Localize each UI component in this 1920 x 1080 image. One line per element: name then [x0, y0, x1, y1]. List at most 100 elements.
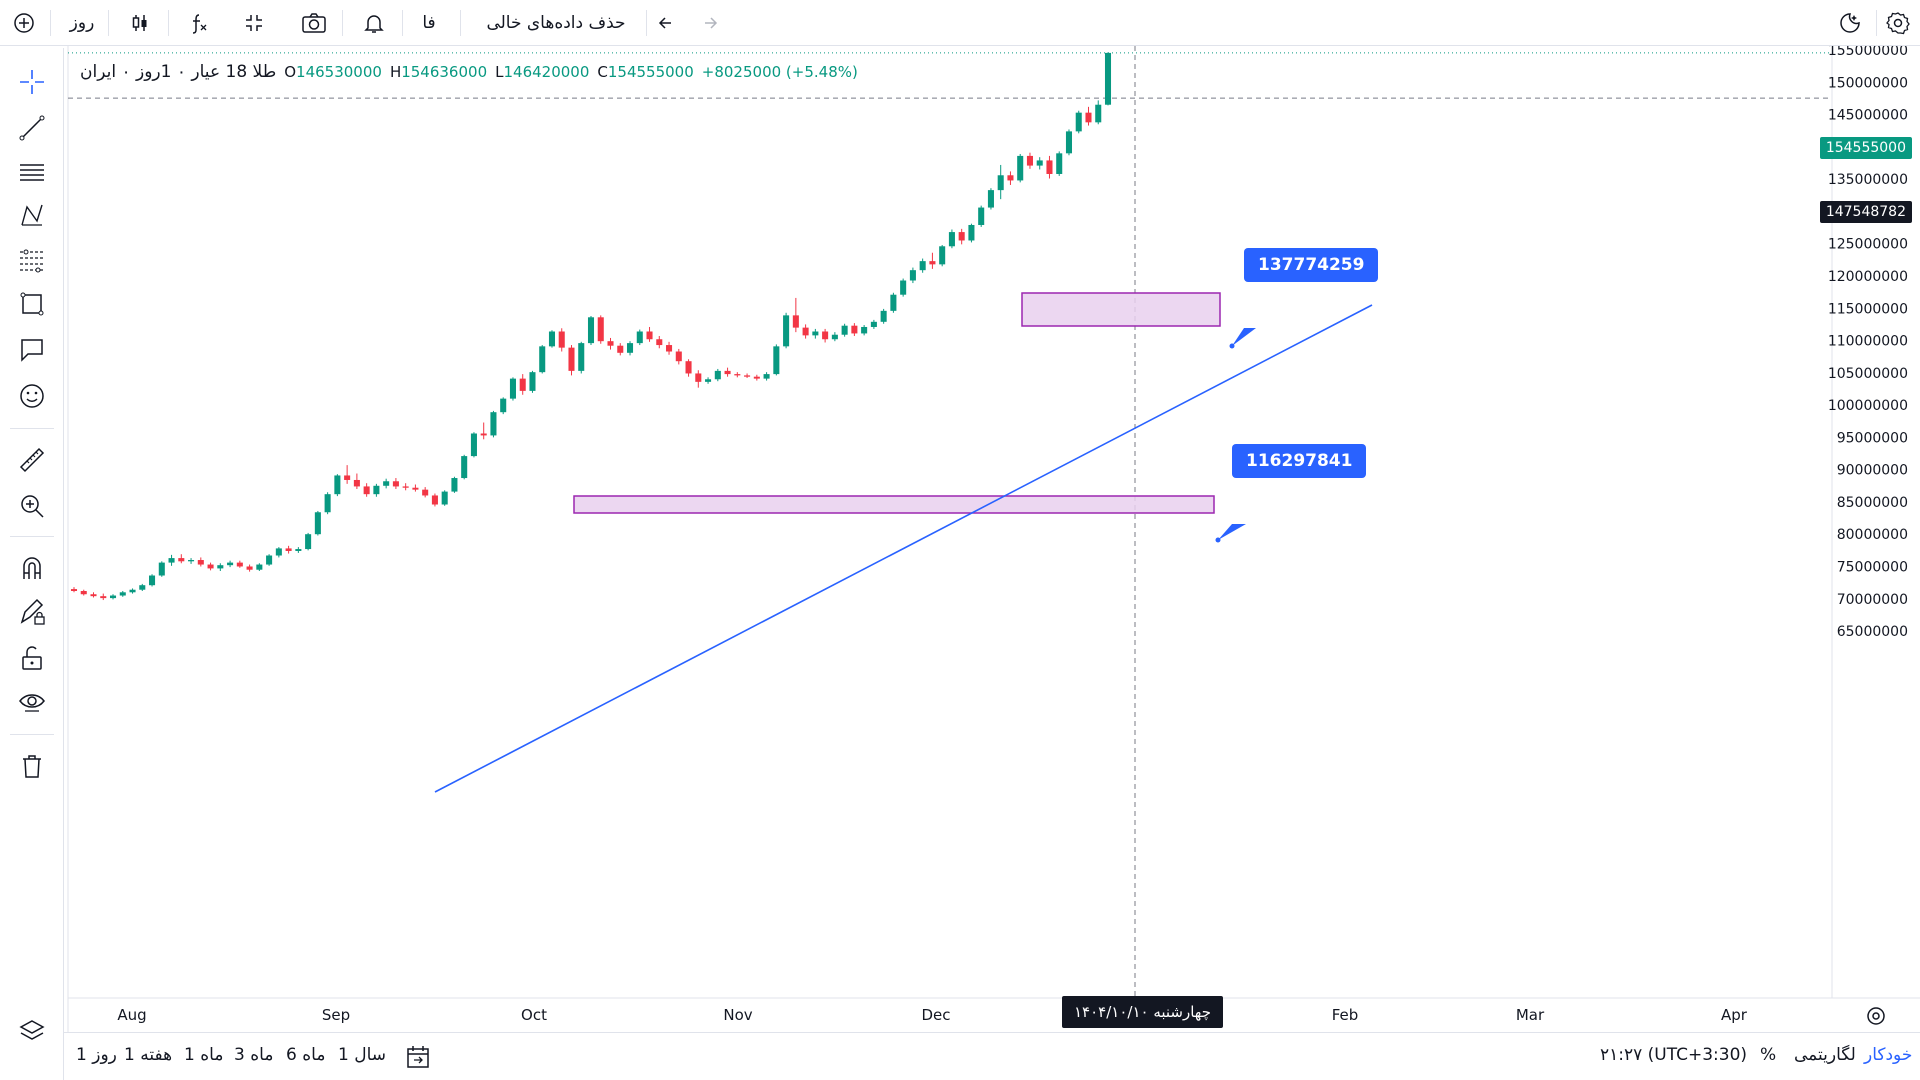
price-tick-label: 125000000 — [1828, 237, 1908, 253]
price-tick-label: 80000000 — [1837, 527, 1908, 543]
magnet-icon[interactable] — [14, 550, 50, 586]
price-tick-label: 145000000 — [1828, 108, 1908, 124]
fib-tool-icon[interactable] — [14, 242, 50, 278]
settings-gear-icon[interactable] — [1880, 7, 1916, 39]
candle-body — [529, 372, 536, 391]
time-tick-label: Sep — [322, 1006, 350, 1024]
range-1w[interactable]: 1 هفته — [124, 1045, 173, 1065]
horizontal-lines-icon[interactable] — [14, 154, 50, 190]
layers-icon[interactable] — [14, 1014, 50, 1050]
time-tick-label: Mar — [1516, 1006, 1545, 1024]
candle-body — [841, 325, 848, 335]
candle-body — [958, 232, 965, 241]
candle-body — [783, 315, 790, 347]
eye-visibility-icon[interactable] — [14, 684, 50, 720]
axis-settings-icon[interactable] — [1864, 1004, 1888, 1028]
candle-body — [617, 345, 624, 353]
camera-icon[interactable] — [296, 7, 332, 39]
crosshair-date-tag: چهارشنبه ۱۴۰۴/۱۰/۱۰ — [1062, 996, 1223, 1028]
percent-toggle[interactable]: % — [1760, 1045, 1777, 1065]
candle-body — [1007, 175, 1014, 181]
change-value: +8025000 (+5.48%) — [701, 63, 858, 81]
alert-bell-icon[interactable] — [356, 7, 392, 39]
log-scale-toggle[interactable]: لگاریتمی — [1794, 1045, 1856, 1065]
divider — [342, 10, 343, 36]
redo-icon[interactable] — [690, 7, 726, 39]
language-button[interactable]: فا — [422, 13, 436, 33]
zoom-in-icon[interactable] — [14, 488, 50, 524]
undo-icon[interactable] — [650, 7, 686, 39]
lock-drawing-icon[interactable] — [14, 594, 50, 630]
candles-icon[interactable] — [122, 7, 158, 39]
symbol-title[interactable]: طلا 18 عیار ۰ 1روز ۰ ایران — [80, 62, 277, 82]
range-3m[interactable]: 3 ماه — [234, 1045, 274, 1065]
candle-body — [353, 479, 360, 487]
range-1y[interactable]: 1 سال — [338, 1045, 387, 1065]
candle-body — [948, 232, 955, 247]
trash-icon[interactable] — [14, 748, 50, 784]
candle-body — [402, 486, 409, 488]
candle-body — [1046, 160, 1053, 174]
range-1m[interactable]: 1 ماه — [184, 1045, 224, 1065]
date-range-calendar-icon[interactable] — [404, 1043, 432, 1071]
candle-body — [412, 487, 419, 490]
candle-body — [1075, 112, 1082, 132]
emoji-icon[interactable] — [14, 378, 50, 414]
candle-body — [236, 562, 243, 567]
trend-line-icon[interactable] — [14, 110, 50, 146]
open-value: 146530000 — [296, 63, 382, 81]
candle-body — [646, 331, 653, 340]
rectangle-icon[interactable] — [14, 286, 50, 322]
upper-zone-callout[interactable]: 137774259 — [1244, 248, 1379, 282]
candle-body — [695, 373, 702, 382]
drawing-toolbar — [0, 48, 64, 1080]
fullscreen-icon[interactable] — [236, 7, 272, 39]
theme-toggle-icon[interactable] — [1832, 7, 1868, 39]
upper-consolidation-zone — [1021, 292, 1221, 327]
crosshair-icon[interactable] — [14, 64, 50, 100]
candle-body — [978, 207, 985, 225]
interval-button[interactable]: روز — [69, 13, 95, 33]
price-tick-label: 105000000 — [1828, 366, 1908, 382]
unlock-icon[interactable] — [14, 640, 50, 676]
auto-scale-toggle[interactable]: خودکار — [1864, 1045, 1913, 1065]
time-tick-label: Feb — [1332, 1006, 1359, 1024]
low-label: L — [495, 63, 504, 81]
timezone-clock[interactable]: ۲۱:۲۷ (UTC+3:30) — [1600, 1045, 1748, 1065]
candle-body — [822, 331, 829, 340]
pattern-icon[interactable] — [14, 198, 50, 234]
candle-body — [168, 558, 175, 563]
divider — [10, 428, 54, 429]
high-label: H — [389, 63, 402, 81]
candle-body — [831, 334, 838, 340]
divider — [10, 536, 54, 537]
indicators-icon[interactable] — [180, 7, 216, 39]
candle-body — [909, 270, 916, 281]
candle-body — [997, 175, 1004, 191]
price-chart[interactable]: 1650000001600000001550000001500000001450… — [0, 46, 1920, 1032]
candle-body — [666, 345, 673, 352]
crosshair-price-tag: 147548782 — [1819, 201, 1912, 223]
candle-body — [929, 261, 936, 265]
candle-body — [968, 224, 975, 241]
text-callout-icon[interactable] — [14, 332, 50, 368]
candle-body — [597, 317, 604, 342]
candle-body — [705, 379, 712, 382]
ruler-icon[interactable] — [14, 442, 50, 478]
candle-body — [714, 370, 721, 380]
candle-body — [880, 310, 887, 322]
last-price-tag: 154555000 — [1819, 137, 1912, 159]
candle-body — [1104, 52, 1112, 105]
range-6m[interactable]: 6 ماه — [286, 1045, 326, 1065]
candle-body — [119, 592, 126, 596]
price-tick-label: 95000000 — [1837, 430, 1908, 446]
lower-zone-callout[interactable]: 116297841 — [1232, 444, 1367, 478]
candle-body — [392, 481, 399, 487]
lower-callout-pointer — [1218, 524, 1246, 540]
candle-body — [753, 376, 760, 379]
candle-body — [724, 370, 731, 375]
range-1d[interactable]: 1 روز — [76, 1045, 117, 1065]
add-symbol-icon[interactable] — [6, 7, 42, 39]
top-toolbar: روز فا حذف داده‌های خالی — [0, 0, 1920, 46]
delete-empty-data-button[interactable]: حذف داده‌های خالی — [486, 13, 626, 33]
